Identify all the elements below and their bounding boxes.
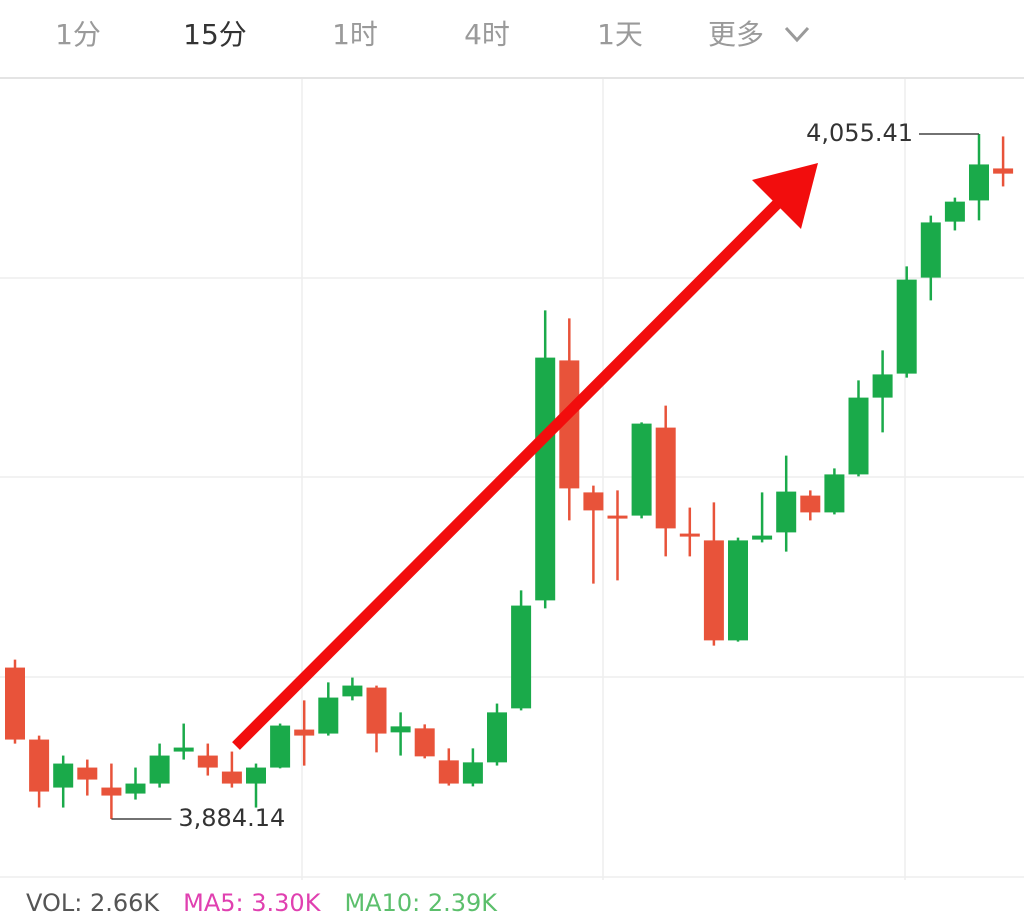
tab-bar xyxy=(0,26,1024,79)
candle-body xyxy=(896,279,917,374)
candle-body xyxy=(221,771,242,784)
candle-body xyxy=(342,685,363,697)
candle-body xyxy=(318,697,339,734)
candle-body xyxy=(607,515,628,519)
candle-body xyxy=(487,712,507,763)
candle-body xyxy=(173,747,194,752)
candle-body xyxy=(5,667,25,740)
candle-body xyxy=(246,767,266,784)
candle-body xyxy=(511,605,532,709)
candle-body xyxy=(920,222,941,278)
annotation-label: 4,055.41 xyxy=(806,119,913,147)
candle-body xyxy=(872,374,893,398)
candle-body xyxy=(125,783,146,794)
candle-body xyxy=(800,495,821,513)
tab[interactable]: 15分 xyxy=(183,18,247,51)
candle-body xyxy=(679,533,700,537)
volume-indicator: VOL: 2.66K xyxy=(26,889,160,917)
candles: 4,055.41 3,884.14 xyxy=(5,119,1014,832)
candle-body xyxy=(752,535,773,540)
tab[interactable]: 1时 xyxy=(332,18,378,51)
candle-body xyxy=(583,492,604,511)
candle-body xyxy=(559,360,580,489)
candle-body xyxy=(631,423,652,516)
volume-indicator: MA10: 2.39K xyxy=(344,889,498,917)
candle-body xyxy=(29,739,50,792)
candle-body xyxy=(53,763,74,788)
trend-arrow xyxy=(232,163,818,750)
candle-body xyxy=(728,540,748,641)
volume-indicator: MA5: 3.30K xyxy=(183,889,322,917)
candle-body xyxy=(535,357,556,601)
candle-body xyxy=(969,164,989,201)
arrow-shaft xyxy=(232,192,789,750)
candle-body xyxy=(655,427,676,529)
candle-body xyxy=(101,787,122,796)
candle-body xyxy=(294,729,315,736)
arrow-head xyxy=(752,163,818,229)
candle-body xyxy=(149,755,170,784)
tab[interactable]: 1天 xyxy=(597,18,643,51)
candle-body xyxy=(77,767,98,780)
candle-body xyxy=(824,474,845,513)
annotation-label: 3,884.14 xyxy=(178,804,285,832)
tab[interactable]: 更多 xyxy=(708,18,764,51)
candle-body xyxy=(462,762,483,784)
tab[interactable]: 1分 xyxy=(55,18,101,51)
candle-body xyxy=(366,687,387,734)
candle-body xyxy=(944,201,965,222)
candle-body xyxy=(438,760,459,784)
candle-body xyxy=(993,168,1014,174)
candle-body xyxy=(776,491,797,533)
candle-body xyxy=(390,726,411,733)
candle-body xyxy=(197,755,218,768)
tab[interactable]: 4时 xyxy=(464,18,510,51)
candle-body xyxy=(848,397,869,475)
chevron-icon[interactable] xyxy=(784,26,810,43)
candle-body xyxy=(703,540,724,641)
candle-body xyxy=(270,725,291,768)
candle-body xyxy=(414,728,435,757)
